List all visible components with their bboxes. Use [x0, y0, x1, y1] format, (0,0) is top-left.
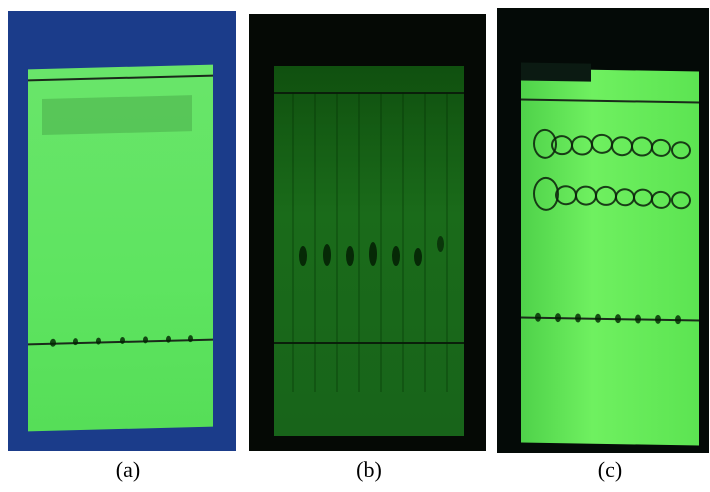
sample-spot — [575, 313, 581, 323]
circled-spot — [575, 185, 597, 206]
lane-mark — [292, 92, 294, 392]
developed-spot — [369, 242, 377, 266]
circled-spot — [651, 138, 671, 158]
sample-spot — [635, 314, 641, 324]
developed-spot — [414, 248, 422, 266]
circled-spot — [551, 134, 573, 156]
lane-mark — [402, 92, 404, 392]
circled-spot — [615, 188, 635, 207]
solvent-front-line — [274, 92, 464, 94]
lane-mark — [314, 92, 316, 392]
sample-spot — [188, 335, 193, 343]
circled-spot — [591, 133, 613, 155]
sample-spot — [555, 313, 561, 323]
tlc-plate-b — [274, 66, 464, 436]
circled-spot — [555, 185, 577, 206]
torn-top-edge — [521, 62, 591, 82]
solvent-front-line — [521, 98, 699, 104]
sample-spot — [535, 312, 541, 322]
sample-spot — [595, 313, 601, 323]
caption-a: (a) — [115, 457, 141, 482]
tlc-plate-photo-c — [497, 8, 709, 453]
circled-spot — [671, 141, 691, 160]
developed-spot — [299, 246, 307, 266]
developed-spot — [323, 244, 331, 266]
tlc-plate-photo-a — [8, 11, 236, 451]
faint-band-region — [42, 95, 192, 136]
sample-spot — [96, 337, 101, 345]
sample-spot — [143, 336, 148, 344]
lane-mark — [358, 92, 360, 392]
circled-spot — [651, 190, 671, 210]
tlc-plate-photo-b — [249, 14, 486, 451]
circled-spot — [595, 185, 617, 207]
caption-c: (c) — [597, 457, 623, 482]
caption-b: (b) — [356, 457, 382, 482]
sample-spot — [120, 336, 125, 345]
circled-spot — [571, 135, 593, 156]
sample-spot — [615, 314, 621, 324]
sample-spot — [166, 335, 171, 343]
lane-mark — [424, 92, 426, 392]
sample-spot — [675, 315, 681, 325]
lane-mark — [380, 92, 382, 392]
tlc-plate-c — [521, 62, 699, 446]
developed-spot — [437, 236, 444, 252]
baseline-line — [274, 342, 464, 344]
tlc-plate-a — [28, 64, 213, 432]
circled-spot — [631, 136, 653, 157]
solvent-front-line — [28, 74, 213, 82]
circled-spot — [671, 191, 691, 210]
circled-spot — [633, 188, 653, 207]
baseline-line — [521, 316, 699, 322]
lane-mark — [336, 92, 338, 392]
developed-spot — [346, 246, 354, 266]
developed-spot — [392, 246, 400, 266]
sample-spot — [73, 338, 78, 346]
sample-spot — [50, 338, 56, 347]
lane-mark — [446, 92, 448, 392]
sample-spot — [655, 314, 661, 324]
circled-spot — [611, 136, 633, 157]
